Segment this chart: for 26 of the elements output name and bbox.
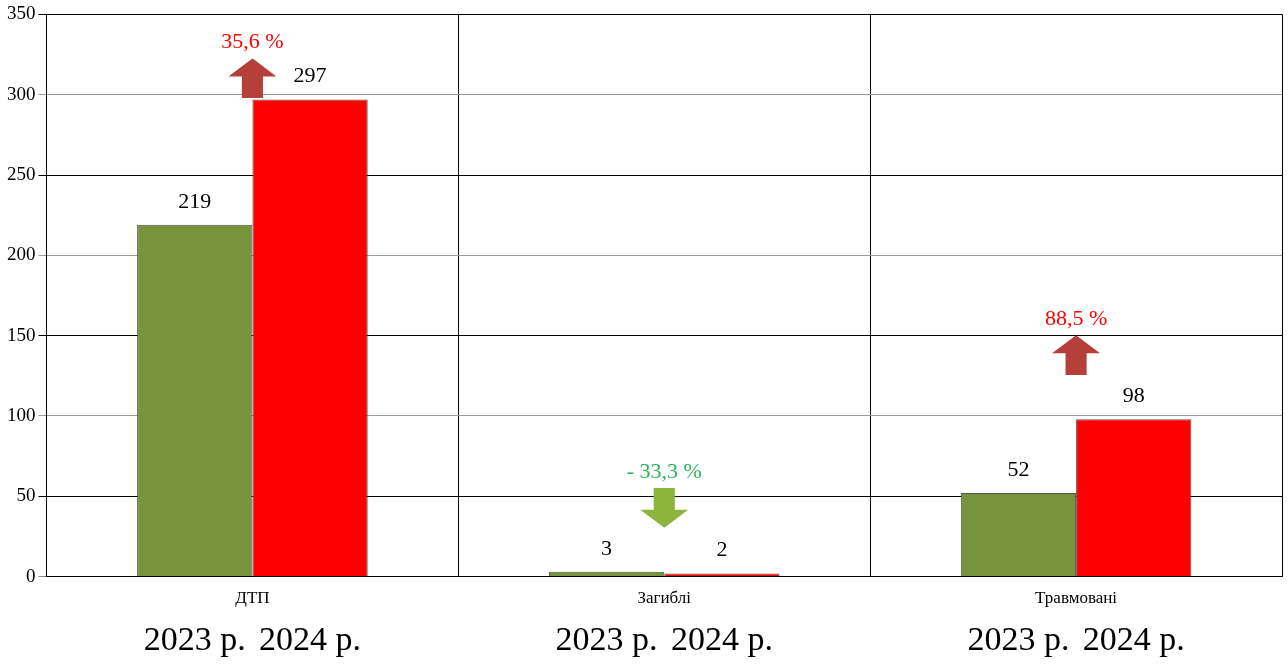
data-label: 52: [1007, 455, 1030, 481]
x-tick-label: ДТП: [235, 588, 270, 608]
y-tick-label: 350: [7, 2, 36, 24]
data-label: 297: [293, 62, 327, 88]
x-tick-label: Травмовані: [1035, 588, 1118, 608]
annotation: 35,6 %: [221, 28, 284, 54]
data-label: 2: [716, 536, 728, 562]
annotation: - 33,3 %: [626, 457, 702, 483]
data-label: 219: [178, 187, 212, 213]
text: 2023 р.: [555, 619, 658, 657]
y-tick-label: 50: [16, 484, 36, 506]
series-label: 2023 р.: [143, 619, 246, 657]
y-tick-label: 200: [7, 243, 36, 265]
y-tick-label: 250: [7, 163, 36, 185]
annotation: 88,5 %: [1044, 304, 1108, 330]
y-tick-label: 100: [7, 403, 36, 425]
y-tick-label: 0: [26, 564, 36, 586]
series-label: 2024 р.: [259, 619, 362, 657]
data-label: 3: [601, 534, 613, 560]
y-tick-label: 150: [7, 323, 36, 345]
data-label: 98: [1122, 381, 1145, 407]
text: 2023 р.: [967, 619, 1070, 657]
text: 2024 р.: [1082, 619, 1185, 657]
text: 2024 р.: [670, 619, 773, 657]
x-tick-label: Загиблі: [637, 588, 692, 608]
y-tick-label: 300: [7, 82, 36, 104]
